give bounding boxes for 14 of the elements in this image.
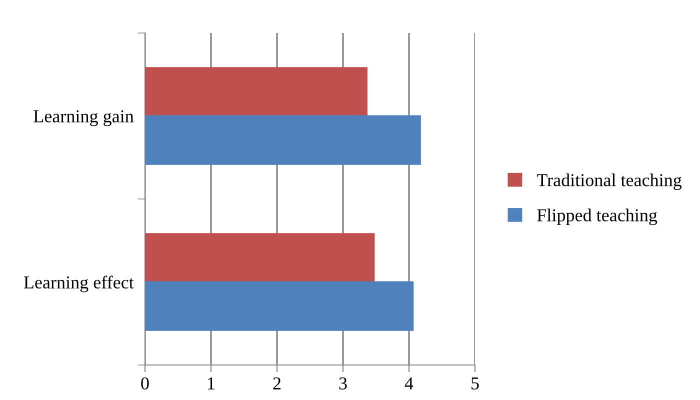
- x-tick-label: 1: [208, 377, 214, 390]
- x-tick-label: 3: [339, 377, 347, 390]
- x-tick-label: 0: [141, 377, 149, 390]
- bar: [145, 281, 414, 331]
- legend-label: Traditional teaching: [536, 174, 682, 190]
- x-tick-label: 4: [404, 377, 414, 390]
- y-tick-label: Learning effect: [24, 276, 134, 292]
- legend-label: Flipped teaching: [537, 208, 658, 226]
- bar: [145, 233, 375, 283]
- bar: [145, 67, 368, 117]
- x-tick-label: 2: [273, 377, 281, 390]
- x-tick-label: 5: [472, 378, 479, 390]
- y-tick-label: Learning gain: [34, 110, 134, 126]
- bar: [145, 115, 421, 165]
